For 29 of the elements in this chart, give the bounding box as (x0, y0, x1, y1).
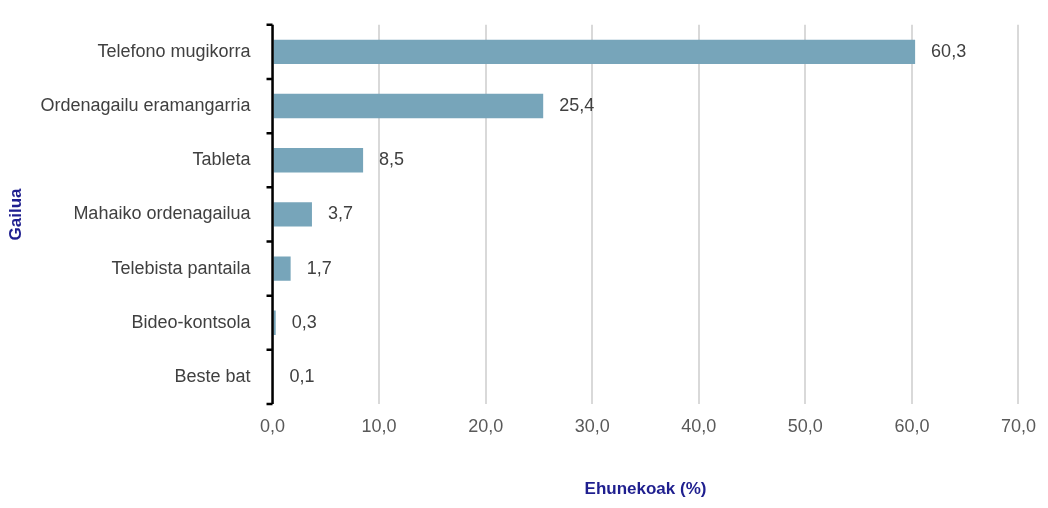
x-axis-title: Ehunekoak (%) (584, 479, 707, 499)
bar (273, 93, 544, 119)
data-label: 3,7 (327, 203, 353, 224)
data-label: 0,3 (291, 311, 317, 332)
x-tick-label: 50,0 (787, 415, 823, 436)
data-label: 0,1 (289, 365, 315, 386)
bar (273, 39, 916, 65)
y-tick-label: Mahaiko ordenagailua (73, 203, 252, 224)
data-label: 25,4 (559, 95, 595, 116)
data-label: 1,7 (306, 257, 332, 278)
x-tick-label: 40,0 (681, 415, 717, 436)
x-tick-label: 0,0 (260, 415, 286, 436)
data-label: 8,5 (379, 149, 405, 170)
bar (273, 256, 291, 281)
x-tick-label: 10,0 (361, 415, 397, 436)
bar (273, 148, 364, 173)
y-tick-label: Telebista pantaila (111, 257, 252, 278)
x-tick-label: 70,0 (1000, 415, 1037, 436)
x-tick-label: 60,0 (894, 415, 930, 436)
x-tick-label: 20,0 (468, 415, 504, 436)
y-tick-label: Beste bat (174, 365, 251, 386)
y-tick-label: Ordenagailu eramangarria (40, 95, 252, 116)
y-tick-label: Telefono mugikorra (97, 40, 252, 61)
y-tick-label: Bideo-kontsola (131, 311, 252, 332)
y-axis-title: Gailua (5, 187, 25, 241)
bar (273, 202, 312, 227)
x-tick-label: 30,0 (574, 415, 610, 436)
data-label: 60,3 (931, 40, 967, 61)
y-tick-label: Tableta (192, 149, 252, 170)
